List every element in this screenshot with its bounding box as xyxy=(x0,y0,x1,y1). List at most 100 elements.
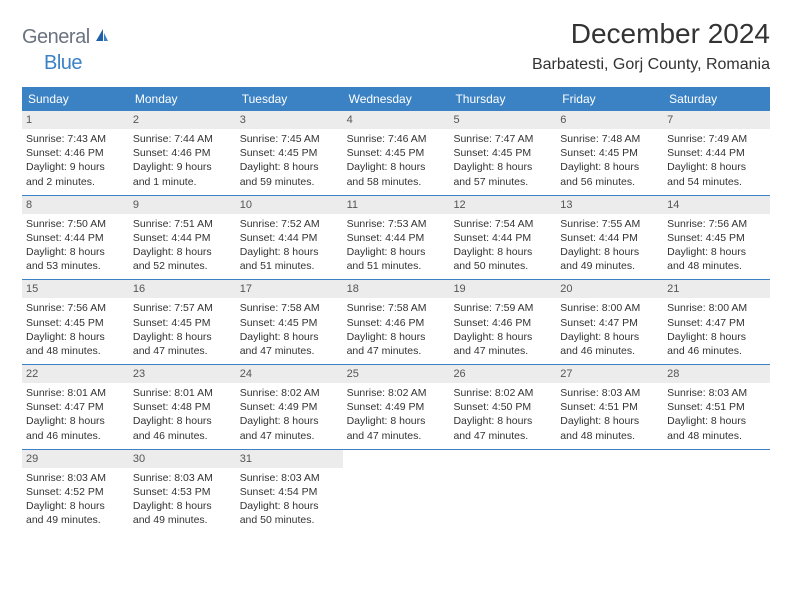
daylight-line: Daylight: 8 hours xyxy=(453,414,552,428)
calendar-cell: 3Sunrise: 7:45 AMSunset: 4:45 PMDaylight… xyxy=(236,111,343,195)
sunset-line: Sunset: 4:44 PM xyxy=(667,146,766,160)
daylight-line: Daylight: 8 hours xyxy=(347,160,446,174)
sunset-line: Sunset: 4:46 PM xyxy=(26,146,125,160)
daylight-line: and 48 minutes. xyxy=(26,344,125,358)
sunset-line: Sunset: 4:44 PM xyxy=(26,231,125,245)
daylight-line: and 47 minutes. xyxy=(240,429,339,443)
daylight-line: Daylight: 8 hours xyxy=(26,330,125,344)
day-number: 16 xyxy=(129,280,236,298)
daylight-line: Daylight: 8 hours xyxy=(26,499,125,513)
sunset-line: Sunset: 4:47 PM xyxy=(26,400,125,414)
calendar-cell: 12Sunrise: 7:54 AMSunset: 4:44 PMDayligh… xyxy=(449,196,556,280)
calendar-body: 1Sunrise: 7:43 AMSunset: 4:46 PMDaylight… xyxy=(22,111,770,533)
daylight-line: Daylight: 9 hours xyxy=(133,160,232,174)
daylight-line: and 48 minutes. xyxy=(667,259,766,273)
day-number: 2 xyxy=(129,111,236,129)
day-number: 12 xyxy=(449,196,556,214)
daylight-line: and 51 minutes. xyxy=(347,259,446,273)
sunrise-line: Sunrise: 7:44 AM xyxy=(133,132,232,146)
calendar-cell: 4Sunrise: 7:46 AMSunset: 4:45 PMDaylight… xyxy=(343,111,450,195)
daylight-line: Daylight: 8 hours xyxy=(347,414,446,428)
sunset-line: Sunset: 4:52 PM xyxy=(26,485,125,499)
day-number: 22 xyxy=(22,365,129,383)
sunset-line: Sunset: 4:45 PM xyxy=(240,316,339,330)
day-number: 27 xyxy=(556,365,663,383)
day-number: 4 xyxy=(343,111,450,129)
sunset-line: Sunset: 4:53 PM xyxy=(133,485,232,499)
brand-text-blue: Blue xyxy=(44,52,82,74)
sunrise-line: Sunrise: 7:51 AM xyxy=(133,217,232,231)
day-number: 19 xyxy=(449,280,556,298)
day-number: 13 xyxy=(556,196,663,214)
sunrise-line: Sunrise: 8:02 AM xyxy=(453,386,552,400)
daylight-line: Daylight: 8 hours xyxy=(453,330,552,344)
sunset-line: Sunset: 4:46 PM xyxy=(347,316,446,330)
day-number: 5 xyxy=(449,111,556,129)
sunset-line: Sunset: 4:46 PM xyxy=(133,146,232,160)
day-number: 1 xyxy=(22,111,129,129)
calendar-cell: 27Sunrise: 8:03 AMSunset: 4:51 PMDayligh… xyxy=(556,365,663,449)
sunrise-line: Sunrise: 8:01 AM xyxy=(26,386,125,400)
sunset-line: Sunset: 4:44 PM xyxy=(453,231,552,245)
sunrise-line: Sunrise: 7:47 AM xyxy=(453,132,552,146)
daylight-line: and 47 minutes. xyxy=(347,429,446,443)
sunrise-line: Sunrise: 7:45 AM xyxy=(240,132,339,146)
sunrise-line: Sunrise: 7:54 AM xyxy=(453,217,552,231)
daylight-line: and 46 minutes. xyxy=(560,344,659,358)
sunset-line: Sunset: 4:49 PM xyxy=(347,400,446,414)
sunrise-line: Sunrise: 8:03 AM xyxy=(133,471,232,485)
daylight-line: and 53 minutes. xyxy=(26,259,125,273)
calendar-cell: 5Sunrise: 7:47 AMSunset: 4:45 PMDaylight… xyxy=(449,111,556,195)
daylight-line: and 56 minutes. xyxy=(560,175,659,189)
daylight-line: and 1 minute. xyxy=(133,175,232,189)
daylight-line: Daylight: 8 hours xyxy=(26,414,125,428)
daylight-line: Daylight: 8 hours xyxy=(133,245,232,259)
sunset-line: Sunset: 4:54 PM xyxy=(240,485,339,499)
calendar-cell: 10Sunrise: 7:52 AMSunset: 4:44 PMDayligh… xyxy=(236,196,343,280)
sunset-line: Sunset: 4:44 PM xyxy=(240,231,339,245)
daylight-line: Daylight: 8 hours xyxy=(133,499,232,513)
sunrise-line: Sunrise: 8:02 AM xyxy=(240,386,339,400)
daylight-line: and 47 minutes. xyxy=(347,344,446,358)
day-number: 17 xyxy=(236,280,343,298)
daylight-line: and 58 minutes. xyxy=(347,175,446,189)
calendar-cell: 24Sunrise: 8:02 AMSunset: 4:49 PMDayligh… xyxy=(236,365,343,449)
sunrise-line: Sunrise: 8:01 AM xyxy=(133,386,232,400)
day-number: 11 xyxy=(343,196,450,214)
daylight-line: Daylight: 8 hours xyxy=(667,160,766,174)
calendar-cell xyxy=(449,450,556,534)
day-number: 21 xyxy=(663,280,770,298)
calendar-cell: 7Sunrise: 7:49 AMSunset: 4:44 PMDaylight… xyxy=(663,111,770,195)
calendar-cell: 29Sunrise: 8:03 AMSunset: 4:52 PMDayligh… xyxy=(22,450,129,534)
sunset-line: Sunset: 4:44 PM xyxy=(133,231,232,245)
calendar-cell: 30Sunrise: 8:03 AMSunset: 4:53 PMDayligh… xyxy=(129,450,236,534)
daylight-line: and 47 minutes. xyxy=(453,344,552,358)
calendar-cell: 31Sunrise: 8:03 AMSunset: 4:54 PMDayligh… xyxy=(236,450,343,534)
daylight-line: and 59 minutes. xyxy=(240,175,339,189)
page-title: December 2024 xyxy=(532,18,770,50)
daylight-line: and 54 minutes. xyxy=(667,175,766,189)
daylight-line: and 49 minutes. xyxy=(560,259,659,273)
day-number: 7 xyxy=(663,111,770,129)
calendar-cell: 25Sunrise: 8:02 AMSunset: 4:49 PMDayligh… xyxy=(343,365,450,449)
calendar-cell xyxy=(343,450,450,534)
sunrise-line: Sunrise: 8:03 AM xyxy=(667,386,766,400)
calendar-week: 22Sunrise: 8:01 AMSunset: 4:47 PMDayligh… xyxy=(22,365,770,450)
daylight-line: and 57 minutes. xyxy=(453,175,552,189)
calendar-cell: 13Sunrise: 7:55 AMSunset: 4:44 PMDayligh… xyxy=(556,196,663,280)
daylight-line: and 2 minutes. xyxy=(26,175,125,189)
calendar-cell: 2 Sunrise: 7:44 AMSunset: 4:46 PMDaylight… xyxy=(129,111,236,195)
daylight-line: and 46 minutes. xyxy=(26,429,125,443)
day-number: 29 xyxy=(22,450,129,468)
calendar-cell: 17Sunrise: 7:58 AMSunset: 4:45 PMDayligh… xyxy=(236,280,343,364)
sunset-line: Sunset: 4:45 PM xyxy=(560,146,659,160)
daylight-line: Daylight: 8 hours xyxy=(667,245,766,259)
daylight-line: Daylight: 8 hours xyxy=(347,245,446,259)
calendar-cell: 23Sunrise: 8:01 AMSunset: 4:48 PMDayligh… xyxy=(129,365,236,449)
day-number: 20 xyxy=(556,280,663,298)
daylight-line: and 51 minutes. xyxy=(240,259,339,273)
sail-icon xyxy=(94,27,110,48)
day-number: 24 xyxy=(236,365,343,383)
calendar-cell: 28Sunrise: 8:03 AMSunset: 4:51 PMDayligh… xyxy=(663,365,770,449)
daylight-line: and 49 minutes. xyxy=(26,513,125,527)
